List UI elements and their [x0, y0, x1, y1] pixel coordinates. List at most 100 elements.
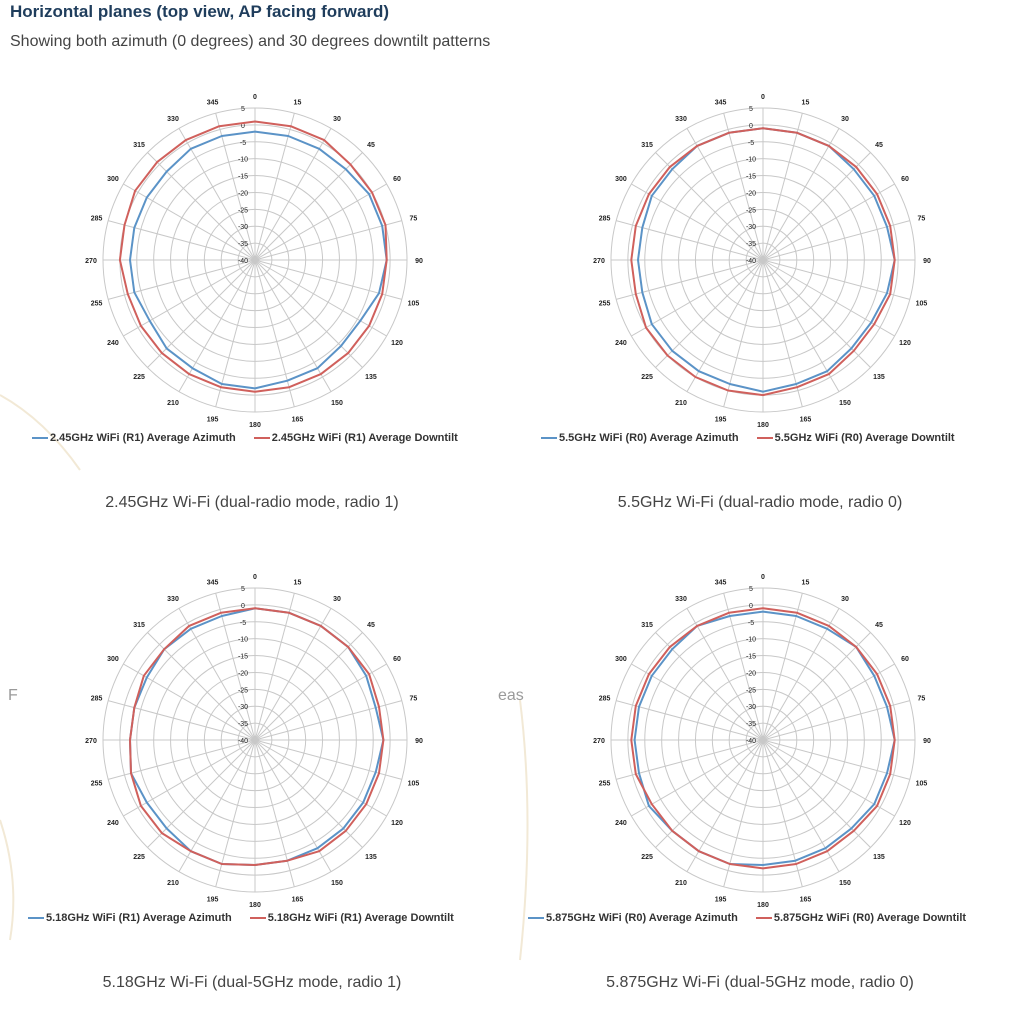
angle-tick-label: 300 — [615, 176, 627, 183]
angle-tick-label: 120 — [899, 340, 911, 347]
azimuth-data-point — [381, 225, 384, 227]
angle-tick-label: 30 — [841, 596, 849, 603]
radial-tick-label: -40 — [746, 738, 756, 745]
angle-tick-label: 210 — [167, 880, 179, 887]
grid-spoke — [254, 739, 332, 872]
downtilt-data-point — [696, 145, 698, 147]
angle-tick-label: 120 — [391, 340, 403, 347]
angle-tick-label: 255 — [91, 300, 103, 307]
angle-tick-label: 330 — [167, 596, 179, 603]
angle-tick-label: 315 — [641, 622, 653, 629]
downtilt-data-point — [188, 625, 190, 627]
grid-spoke — [254, 259, 402, 300]
angle-tick-label: 330 — [675, 116, 687, 123]
radial-tick-label: -25 — [746, 207, 756, 214]
downtilt-data-point — [254, 607, 256, 610]
grid-spoke — [616, 739, 764, 780]
azimuth-data-point — [671, 648, 673, 650]
radial-tick-label: 0 — [749, 123, 753, 130]
downtilt-data-point — [318, 850, 321, 852]
radial-tick-label: -25 — [238, 207, 248, 214]
downtilt-data-point — [889, 225, 891, 227]
angle-tick-label: 135 — [873, 854, 885, 861]
radial-tick-label: -35 — [746, 241, 756, 248]
angle-tick-label: 150 — [331, 400, 343, 407]
azimuth-data-point — [165, 827, 168, 830]
azimuth-data-point — [762, 864, 764, 866]
angle-tick-label: 120 — [391, 820, 403, 827]
angle-tick-label: 0 — [761, 94, 765, 101]
grid-spoke — [631, 183, 764, 261]
angle-tick-label: 345 — [715, 100, 727, 107]
downtilt-data-point — [123, 224, 126, 226]
azimuth-data-point — [221, 383, 223, 385]
grid-spoke — [254, 608, 332, 741]
angle-tick-label: 195 — [207, 896, 219, 903]
radial-tick-label: 5 — [241, 106, 245, 113]
azimuth-data-point — [873, 195, 875, 197]
grid-spoke — [762, 608, 840, 741]
radial-tick-label: 0 — [241, 123, 245, 130]
grid-spoke — [616, 259, 764, 300]
grid-spoke — [254, 152, 363, 261]
downtilt-data-point — [828, 625, 830, 627]
grid-spoke — [123, 259, 256, 337]
angle-tick-label: 120 — [899, 820, 911, 827]
azimuth-data-point — [824, 847, 827, 849]
angle-tick-label: 195 — [207, 416, 219, 423]
grid-spoke — [655, 259, 764, 368]
angle-tick-label: 45 — [875, 622, 883, 629]
grid-spoke — [254, 700, 402, 741]
angle-tick-label: 180 — [249, 422, 261, 429]
azimuth-data-point — [129, 259, 131, 261]
angle-tick-label: 150 — [331, 880, 343, 887]
radial-tick-label: -30 — [746, 704, 756, 711]
azimuth-data-point — [318, 148, 321, 150]
downtilt-data-point — [762, 607, 764, 610]
angle-tick-label: 300 — [615, 656, 627, 663]
downtilt-data-point — [889, 293, 891, 295]
angle-tick-label: 270 — [85, 258, 97, 265]
radial-tick-label: -20 — [746, 670, 756, 677]
downtilt-data-point — [645, 326, 647, 329]
downtilt-data-point — [893, 259, 896, 261]
angle-tick-label: 45 — [367, 622, 375, 629]
downtilt-data-point — [669, 166, 671, 168]
grid-spoke — [631, 739, 764, 817]
angle-tick-label: 105 — [916, 780, 928, 787]
angle-tick-label: 150 — [839, 400, 851, 407]
angle-tick-label: 330 — [675, 596, 687, 603]
angle-tick-label: 225 — [133, 374, 145, 381]
angle-tick-label: 345 — [207, 580, 219, 587]
grid-spoke — [762, 113, 803, 261]
azimuth-data-point — [651, 675, 653, 677]
angle-tick-label: 75 — [918, 216, 926, 223]
downtilt-data-point — [669, 646, 671, 648]
azimuth-data-point — [729, 615, 731, 617]
angle-tick-label: 195 — [715, 416, 727, 423]
azimuth-data-point — [850, 347, 853, 350]
angle-tick-label: 45 — [367, 142, 375, 149]
angle-tick-label: 165 — [800, 896, 812, 903]
downtilt-data-point — [729, 863, 731, 865]
angle-tick-label: 135 — [365, 374, 377, 381]
downtilt-data-point — [368, 325, 370, 327]
downtilt-data-point — [795, 863, 797, 865]
azimuth-data-point — [853, 168, 855, 170]
radial-tick-label: -15 — [746, 654, 756, 661]
radial-tick-label: -5 — [240, 620, 246, 627]
angle-tick-label: 15 — [294, 100, 302, 107]
grid-spoke — [215, 593, 256, 741]
grid-spoke — [123, 739, 256, 817]
azimuth-data-point — [651, 323, 653, 326]
downtilt-data-point — [254, 390, 256, 393]
azimuth-data-point — [633, 739, 636, 741]
downtilt-data-point — [828, 373, 830, 375]
angle-tick-label: 285 — [91, 696, 103, 703]
downtilt-data-point — [378, 772, 380, 774]
grid-spoke — [655, 739, 764, 848]
grid-spoke — [254, 183, 387, 261]
angle-tick-label: 180 — [757, 422, 769, 429]
azimuth-data-point — [221, 135, 223, 137]
